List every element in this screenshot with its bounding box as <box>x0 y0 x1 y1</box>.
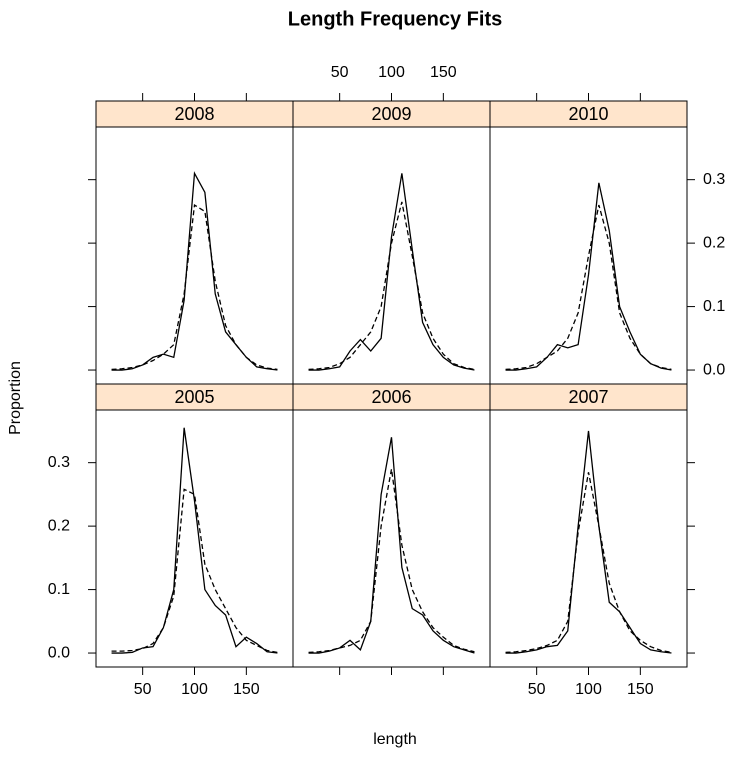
data-line <box>505 182 672 371</box>
y-tick-label: 0.3 <box>703 171 725 188</box>
panel-frame <box>489 409 688 668</box>
x-tick-label: 50 <box>528 681 546 698</box>
data-line <box>505 430 672 654</box>
x-tick-label: 150 <box>627 681 654 698</box>
strip <box>95 383 294 411</box>
y-axis-label: Proportion <box>7 361 24 435</box>
y-tick-label: 0.0 <box>48 644 70 661</box>
data-line <box>111 488 278 654</box>
x-tick-label: 50 <box>331 64 349 81</box>
strip-label: 2005 <box>174 387 214 407</box>
strip <box>292 383 491 411</box>
x-tick-label: 150 <box>233 681 260 698</box>
data-line <box>505 204 672 371</box>
x-tick-label: 100 <box>575 681 602 698</box>
data-line <box>505 472 672 654</box>
strip-label: 2009 <box>371 104 411 124</box>
x-tick-label: 50 <box>134 681 152 698</box>
panel-frame <box>95 126 294 385</box>
data-line <box>308 201 475 371</box>
panel-frame <box>95 409 294 668</box>
data-line <box>111 427 278 654</box>
data-line <box>308 173 475 371</box>
x-tick-label: 100 <box>181 681 208 698</box>
strip <box>489 100 688 128</box>
data-line <box>111 171 278 371</box>
strip-label: 2006 <box>371 387 411 407</box>
x-tick-label: 150 <box>430 64 457 81</box>
y-tick-label: 0.2 <box>703 234 725 251</box>
x-axis-label: length <box>373 731 417 748</box>
chart-title: Length Frequency Fits <box>288 8 502 30</box>
strip-label: 2008 <box>174 104 214 124</box>
y-tick-label: 0.1 <box>48 581 70 598</box>
panel-frame <box>292 126 491 385</box>
panel-frame <box>292 409 491 668</box>
x-tick-label: 100 <box>378 64 405 81</box>
y-tick-label: 0.3 <box>48 454 70 471</box>
y-tick-label: 0.1 <box>703 298 725 315</box>
y-tick-label: 0.2 <box>48 517 70 534</box>
y-tick-label: 0.0 <box>703 361 725 378</box>
data-line <box>308 468 475 654</box>
data-line <box>111 203 278 371</box>
strip-label: 2007 <box>568 387 608 407</box>
panel-frame <box>489 126 688 385</box>
strip-label: 2010 <box>568 104 608 124</box>
